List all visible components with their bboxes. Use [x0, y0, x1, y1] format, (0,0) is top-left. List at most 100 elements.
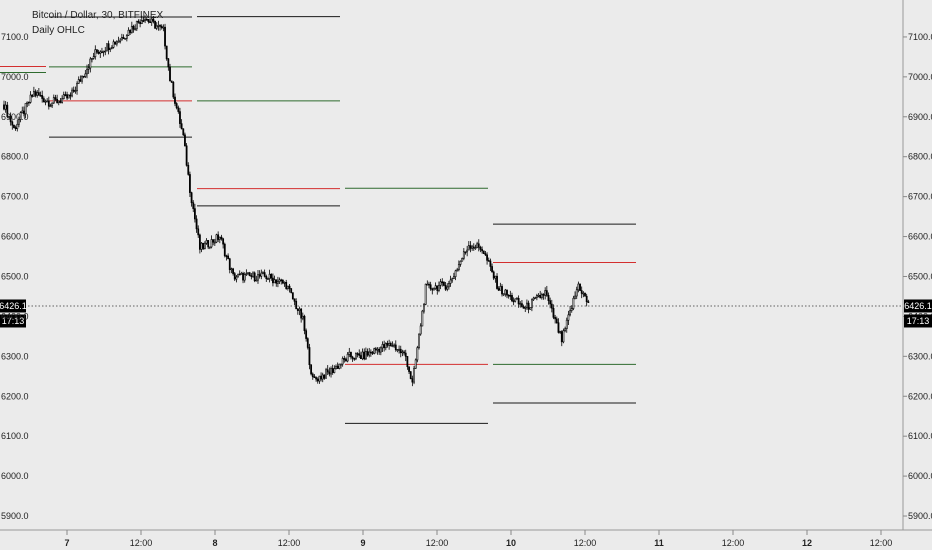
price-tick-label: 6200.0 — [908, 391, 932, 401]
candle-up — [449, 279, 452, 284]
candle-up — [61, 98, 64, 103]
candle-up — [99, 51, 102, 54]
candle-down — [14, 127, 17, 130]
candle-down — [436, 285, 439, 291]
candle-up — [321, 374, 324, 380]
candle-up — [401, 351, 404, 354]
price-tick-label: 6600.0 — [908, 232, 932, 242]
candle-up — [413, 368, 415, 383]
candle-up — [286, 285, 289, 289]
candle-down — [220, 236, 223, 240]
candle-down — [345, 358, 347, 362]
candle-up — [340, 363, 342, 366]
symbol-title[interactable]: Bitcoin / Dollar, 30, BITFINEX — [32, 10, 164, 21]
candle-up — [205, 240, 208, 244]
candle-down — [356, 353, 359, 355]
candle-down — [179, 111, 181, 124]
price-tick-label-left: 6600.0 — [1, 232, 29, 242]
candle-up — [461, 258, 464, 262]
candle-down — [225, 255, 228, 258]
candle-down — [82, 75, 85, 78]
time-tick-label: 11 — [654, 538, 664, 548]
candle-up — [210, 239, 213, 248]
candle-down — [431, 288, 434, 291]
candle-down — [275, 279, 278, 284]
candle-down — [343, 358, 346, 360]
candle-down — [232, 268, 234, 274]
price-axis[interactable]: 7100.0 7100.0 7000.0 7000.0 6900.0 6900.0 6800… — [1, 32, 932, 521]
time-tick-label: 12:00 — [130, 538, 153, 548]
candle-up — [140, 20, 143, 25]
candle-up — [516, 297, 518, 300]
candle-down — [187, 164, 190, 175]
candle-down — [167, 58, 170, 68]
candle-up — [530, 299, 533, 308]
candle-up — [499, 286, 502, 291]
candle-up — [44, 101, 47, 103]
candle-up — [124, 38, 127, 40]
candle-down — [217, 234, 220, 240]
candle-down — [79, 79, 82, 82]
candle-down — [192, 202, 195, 209]
candle-down — [154, 20, 156, 29]
candle-down — [369, 351, 372, 354]
candle-down — [54, 97, 57, 100]
chart-legend[interactable]: Bitcoin / Dollar, 30, BITFINEX Daily OHL… — [32, 8, 163, 38]
candle-down — [129, 29, 132, 33]
candle-up — [86, 68, 88, 75]
candle-down — [482, 250, 485, 254]
candle-up — [361, 351, 364, 360]
candle-down — [444, 285, 447, 290]
time-tick-label: 12:00 — [574, 538, 597, 548]
time-tick-label: 12 — [802, 538, 812, 548]
candle-up — [157, 25, 160, 27]
candle-up — [89, 58, 92, 69]
time-axis[interactable]: 7 12:00 8 12:00 9 12:00 10 12:00 11 12:00 12 12:00 — [64, 530, 892, 548]
candle-down — [501, 286, 503, 295]
candle-down — [238, 273, 241, 276]
candle-up — [119, 39, 122, 42]
candle-down — [383, 344, 386, 349]
candle-down — [587, 301, 590, 303]
candle-up — [243, 274, 246, 281]
candle-down — [585, 295, 588, 302]
candle-up — [144, 18, 147, 21]
candle-down — [580, 290, 583, 294]
candle-down — [549, 300, 552, 305]
candle-up — [519, 303, 522, 305]
candle-down — [132, 25, 135, 30]
candle-down — [310, 364, 313, 375]
candle-down — [428, 283, 430, 286]
candle-down — [386, 342, 389, 346]
candle-up — [467, 245, 470, 251]
candle-up — [451, 278, 454, 281]
price-tick-label: 6100.0 — [908, 431, 932, 441]
time-tick-label: 10 — [506, 538, 516, 548]
price-tick-label-left: 7000.0 — [1, 72, 29, 82]
candle-up — [26, 101, 29, 104]
candle-up — [120, 37, 123, 41]
candle-up — [19, 112, 22, 120]
candle-down — [511, 295, 513, 302]
candle-down — [469, 245, 472, 249]
candle-down — [272, 277, 274, 284]
candle-up — [262, 272, 264, 274]
indicator-label[interactable]: Daily OHLC — [32, 25, 85, 36]
candle-up — [162, 26, 165, 29]
candle-down — [174, 96, 176, 104]
candle-up — [456, 269, 459, 272]
candle-down — [288, 285, 291, 289]
candle-up — [426, 283, 429, 286]
candle-up — [567, 314, 570, 321]
candle-up — [67, 94, 70, 99]
candle-up — [338, 363, 341, 369]
price-tick-label-left: 6900.0 — [1, 112, 29, 122]
candle-down — [37, 92, 40, 96]
candle-down — [122, 37, 125, 39]
candle-down — [180, 123, 183, 130]
price-tick-label: 6900.0 — [908, 112, 932, 122]
candle-up — [51, 102, 54, 107]
